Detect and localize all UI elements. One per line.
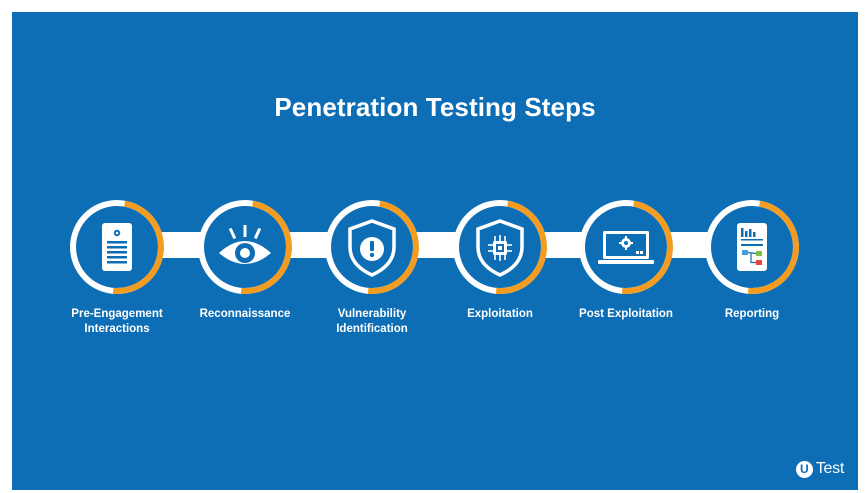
step-3-circle [325,200,419,294]
document-gear-icon [102,223,132,271]
slide-background: Penetration Testing Steps [12,12,858,490]
step-6-label: Reporting [724,308,780,320]
logo-text: Test [815,460,844,477]
laptop-gear-icon [598,231,654,264]
logo-badge: U [795,460,813,478]
shield-exclamation-icon [348,219,396,277]
step-3-label: Vulnerability Identification [336,308,408,335]
eye-icon [219,225,271,264]
step-1-label: Pre-Engagement Interactions [71,308,163,335]
step-6-circle [705,200,799,294]
step-5-circle [579,200,673,294]
page-title: Penetration Testing Steps [274,92,596,122]
report-chart-icon [737,223,767,271]
utest-logo: U Test [795,460,844,478]
step-2-circle [198,200,292,294]
step-1-circle [70,200,164,294]
step-2-label: Reconnaissance [199,308,291,320]
step-4-label: Exploitation [467,308,533,320]
step-5-label: Post Exploitation [579,308,673,320]
shield-bug-icon [476,219,524,277]
step-4-circle [453,200,547,294]
connector-track [92,232,782,258]
